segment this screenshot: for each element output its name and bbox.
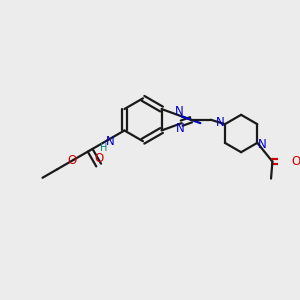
Text: N: N xyxy=(176,122,185,135)
Text: N: N xyxy=(175,105,184,118)
Text: O: O xyxy=(94,152,103,166)
Text: H: H xyxy=(100,143,108,153)
Text: O: O xyxy=(292,155,300,168)
Text: N: N xyxy=(106,135,114,148)
Text: N: N xyxy=(216,116,224,129)
Text: O: O xyxy=(67,154,76,167)
Text: N: N xyxy=(258,138,267,151)
